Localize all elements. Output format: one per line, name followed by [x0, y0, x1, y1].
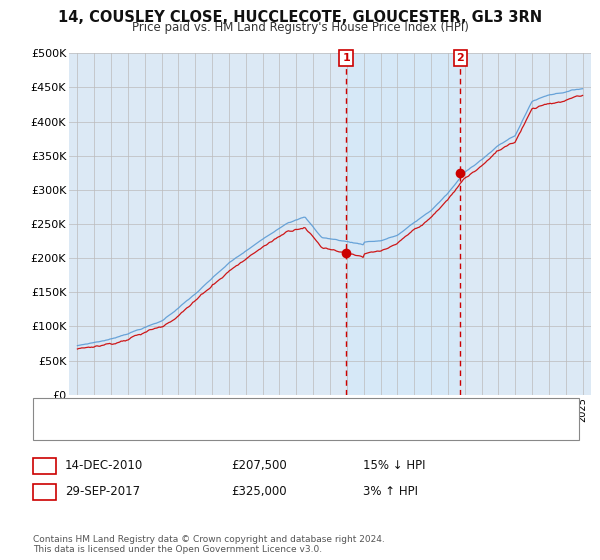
Bar [346, 53, 460, 395]
Text: 14-DEC-2010: 14-DEC-2010 [65, 459, 143, 473]
Text: 2: 2 [40, 485, 49, 498]
Text: 15% ↓ HPI: 15% ↓ HPI [363, 459, 425, 473]
Text: Contains HM Land Registry data © Crown copyright and database right 2024.
This d: Contains HM Land Registry data © Crown c… [33, 535, 385, 554]
Text: £207,500: £207,500 [231, 459, 287, 473]
Text: 1: 1 [40, 459, 49, 473]
Text: —: — [42, 419, 60, 437]
Text: 3% ↑ HPI: 3% ↑ HPI [363, 485, 418, 498]
Text: 14, COUSLEY CLOSE, HUCCLECOTE, GLOUCESTER, GL3 3RN: 14, COUSLEY CLOSE, HUCCLECOTE, GLOUCESTE… [58, 10, 542, 25]
Text: 14, COUSLEY CLOSE, HUCCLECOTE, GLOUCESTER,  GL3 3RN (detached house): 14, COUSLEY CLOSE, HUCCLECOTE, GLOUCESTE… [69, 404, 478, 414]
Text: 2: 2 [457, 53, 464, 63]
Text: £325,000: £325,000 [231, 485, 287, 498]
Text: 1: 1 [342, 53, 350, 63]
Text: HPI: Average price, detached house, Gloucester: HPI: Average price, detached house, Glou… [69, 423, 319, 433]
Text: Price paid vs. HM Land Registry's House Price Index (HPI): Price paid vs. HM Land Registry's House … [131, 21, 469, 34]
Text: —: — [42, 400, 60, 418]
Text: 29-SEP-2017: 29-SEP-2017 [65, 485, 140, 498]
